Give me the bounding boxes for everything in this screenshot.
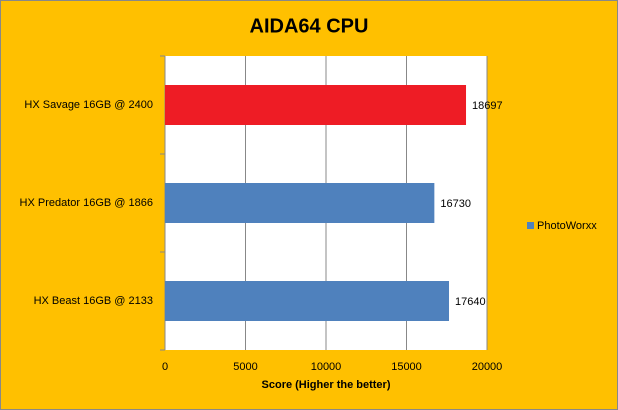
- bar: [165, 183, 435, 223]
- y-tick-label: HX Predator 16GB @ 1866: [20, 197, 153, 209]
- x-tick-label: 20000: [472, 361, 503, 373]
- legend-label: PhotoWorxx: [537, 220, 597, 232]
- x-tick-label: 15000: [391, 361, 422, 373]
- legend-swatch: [527, 222, 534, 229]
- y-tick-label: HX Beast 16GB @ 2133: [34, 295, 153, 307]
- x-axis-label: Score (Higher the better): [262, 379, 391, 391]
- x-tick-label: 0: [162, 361, 168, 373]
- x-tick-label: 5000: [233, 361, 257, 373]
- data-label: 16730: [440, 198, 471, 210]
- bar: [165, 281, 450, 321]
- x-tick-label: 10000: [311, 361, 342, 373]
- data-label: 17640: [455, 296, 486, 308]
- bar: [165, 85, 467, 125]
- chart-title: AIDA64 CPU: [250, 15, 369, 37]
- data-label: 18697: [472, 100, 503, 112]
- y-tick-label: HX Savage 16GB @ 2400: [24, 99, 153, 111]
